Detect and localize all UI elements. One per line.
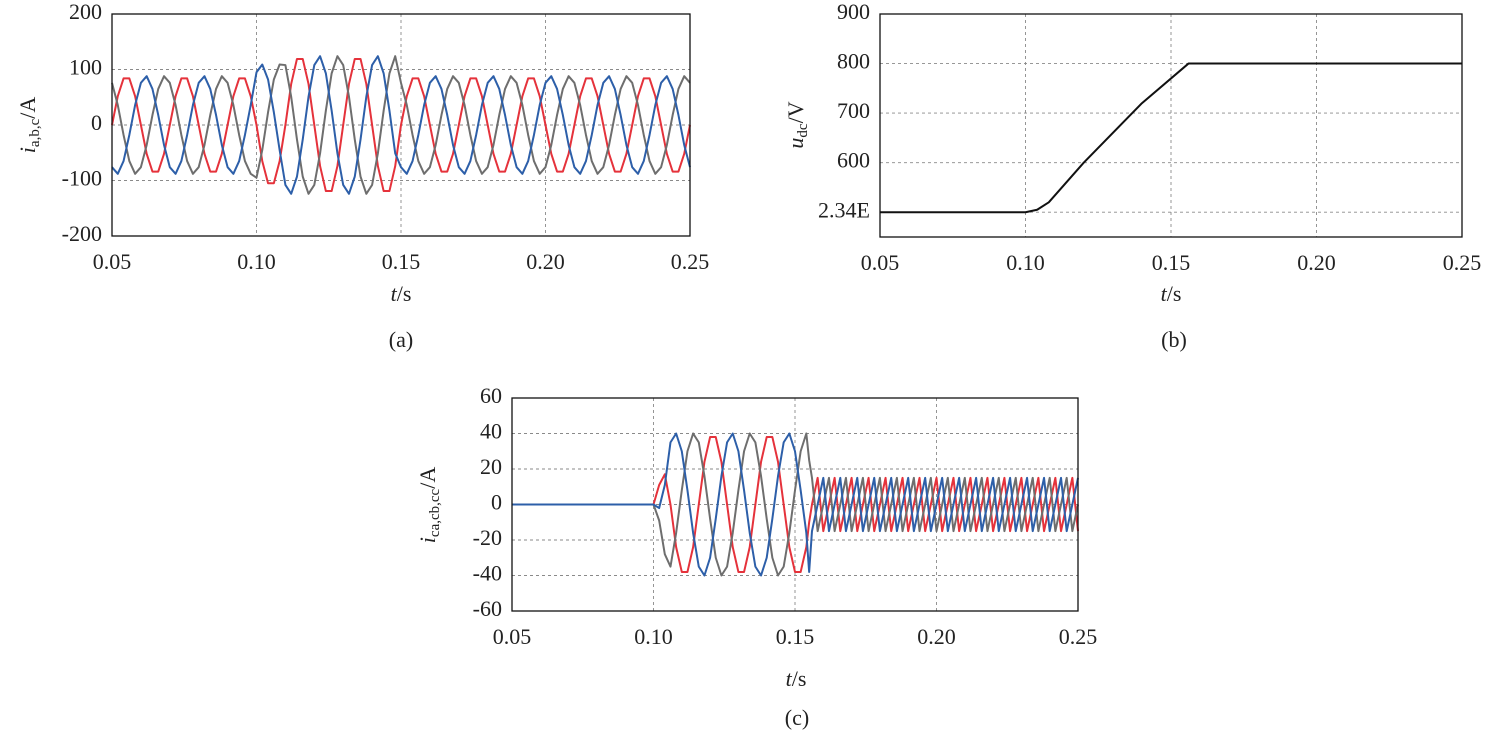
x-tick-label: 0.25: [671, 249, 710, 274]
y-label-symbol: i: [415, 537, 440, 543]
x-tick-label: 0.15: [382, 249, 421, 274]
plot-frame: [111, 13, 691, 237]
y-axis-label: ica,cb,cc/A: [415, 467, 443, 544]
y-axis-label: ia,b,c/A: [15, 97, 43, 154]
x-tick-label: 0.25: [1059, 624, 1098, 649]
x-label-symbol: t: [786, 666, 793, 691]
y-tick-label: 0: [491, 490, 502, 515]
x-tick-label: 0.20: [526, 249, 565, 274]
y-tick-label: 20: [480, 454, 502, 479]
y-tick-label: -20: [473, 525, 502, 550]
y-label-unit: /V: [783, 101, 808, 123]
x-tick-label: 0.20: [1297, 250, 1336, 275]
x-tick-label: 0.10: [634, 624, 673, 649]
x-tick-label: 0.10: [1006, 250, 1045, 275]
series-line: [512, 432, 1079, 577]
caption: (c): [785, 705, 809, 730]
y-tick-label: 100: [69, 55, 102, 80]
series-line: [111, 57, 691, 193]
x-tick-label: 0.20: [917, 624, 956, 649]
y-label-symbol: i: [15, 147, 40, 153]
y-tick-label: -200: [62, 221, 102, 246]
y-label-symbol: u: [783, 138, 808, 149]
y-tick-label: 60: [480, 383, 502, 408]
plot-area: [880, 14, 1462, 237]
x-tick-label: 0.10: [237, 249, 276, 274]
y-tick-label: 900: [837, 0, 870, 24]
y-label-subscript: dc: [795, 123, 811, 138]
y-label-unit: /A: [15, 97, 40, 119]
y-tick-label: -100: [62, 166, 102, 191]
y-tick-label: 0: [91, 110, 102, 135]
caption: (a): [389, 327, 413, 352]
x-axis-label: t/s: [786, 666, 807, 691]
series-line: [880, 62, 1462, 214]
y-tick-label: 800: [837, 49, 870, 74]
x-label-symbol: t: [391, 281, 398, 306]
x-label-unit: /s: [792, 666, 807, 691]
y-label-subscript: ca,cb,cc: [427, 488, 443, 537]
x-label-unit: /s: [397, 281, 412, 306]
caption: (b): [1161, 327, 1187, 352]
plot-frame: [879, 13, 1463, 238]
y-tick-label: 40: [480, 419, 502, 444]
x-tick-label: 0.15: [1152, 250, 1191, 275]
plot-frame: [511, 397, 1079, 612]
y-tick-label: 600: [837, 148, 870, 173]
y-tick-label: 2.34E: [818, 197, 870, 222]
series-line: [512, 432, 1079, 577]
x-axis-label: t/s: [391, 281, 412, 306]
y-label-unit: /A: [415, 467, 440, 489]
y-tick-label: -60: [473, 596, 502, 621]
series-line: [512, 436, 1079, 573]
y-label-subscript: a,b,c: [27, 118, 43, 147]
x-tick-label: 0.05: [493, 624, 532, 649]
x-tick-label: 0.05: [93, 249, 132, 274]
x-tick-label: 0.05: [861, 250, 900, 275]
x-tick-label: 0.25: [1443, 250, 1482, 275]
series-line: [111, 55, 691, 195]
x-label-unit: /s: [1167, 281, 1182, 306]
y-tick-label: 200: [69, 0, 102, 24]
y-tick-label: -40: [473, 561, 502, 586]
x-axis-label: t/s: [1161, 281, 1182, 306]
x-label-symbol: t: [1161, 281, 1168, 306]
x-tick-label: 0.15: [776, 624, 815, 649]
y-axis-label: udc/V: [783, 101, 811, 148]
y-tick-label: 700: [837, 98, 870, 123]
series-line: [111, 55, 691, 195]
